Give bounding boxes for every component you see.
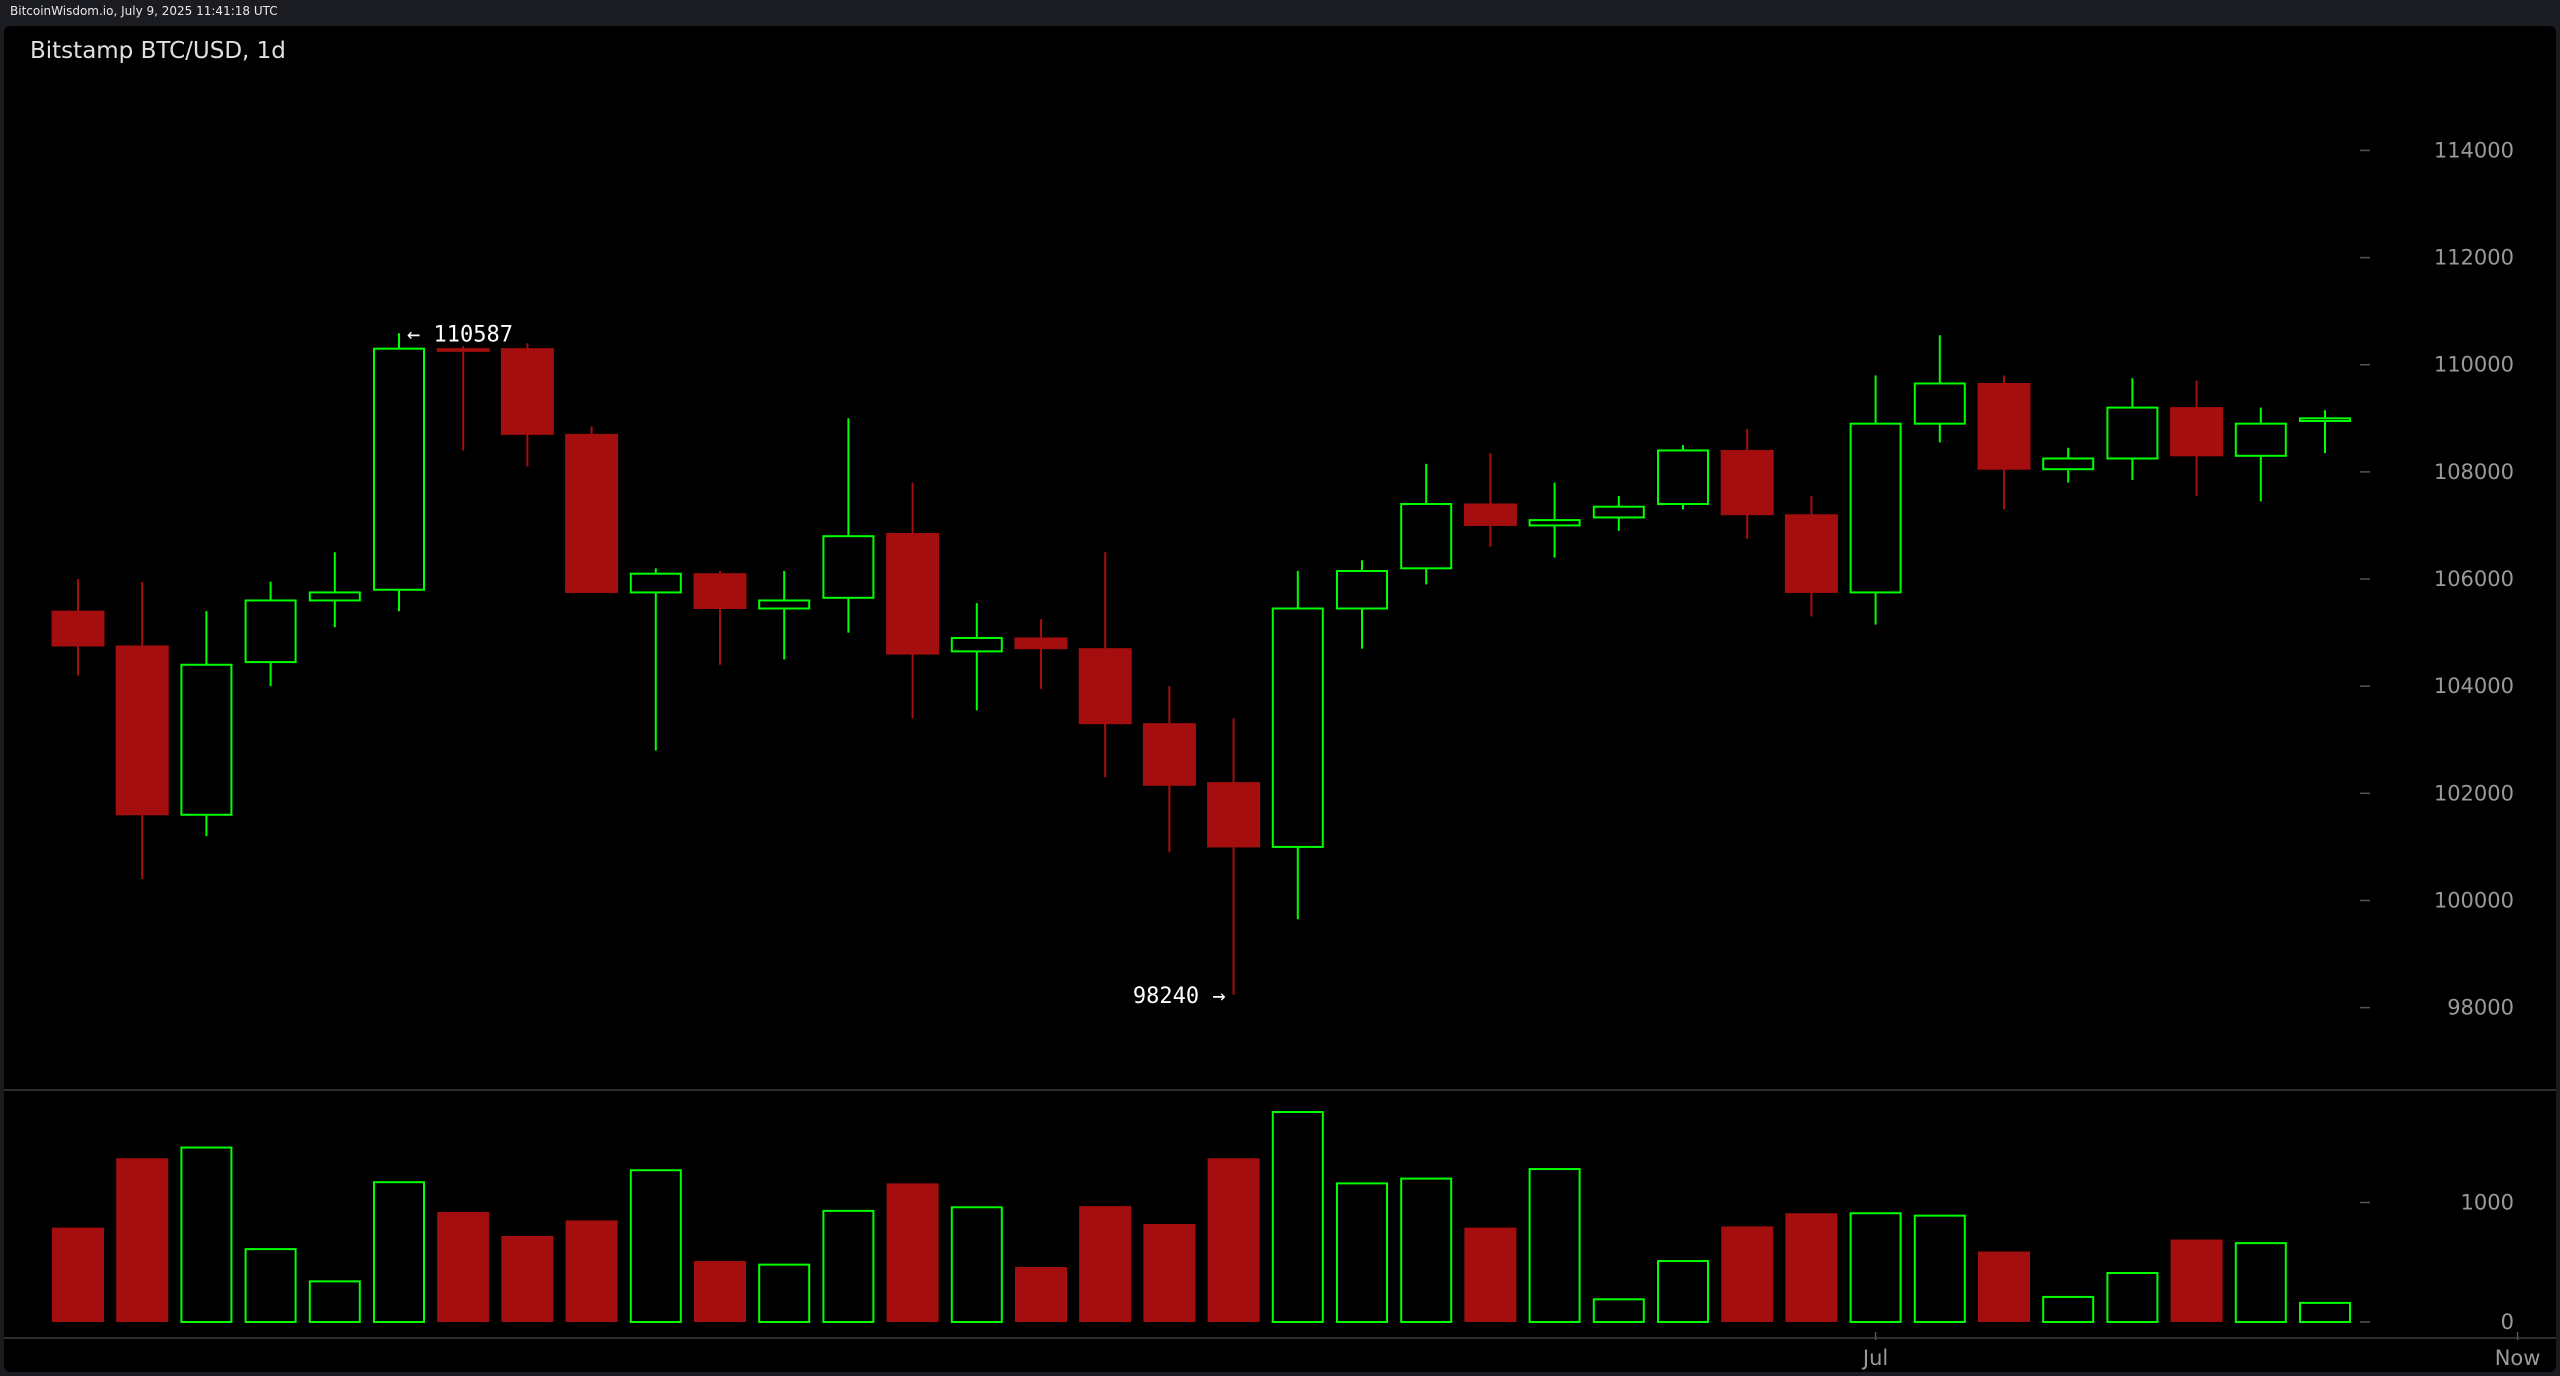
volume-bar-down bbox=[1464, 1227, 1517, 1322]
candle-body-down bbox=[436, 348, 490, 352]
candle-body-up bbox=[950, 636, 1003, 653]
volume-bar-up bbox=[1657, 1260, 1709, 1324]
low-price-label: 98240 → bbox=[1133, 984, 1226, 1009]
volume-bar-down bbox=[1143, 1224, 1196, 1322]
time-tick-label: Jul bbox=[1861, 1346, 1888, 1370]
candle-body-up bbox=[822, 535, 875, 599]
candle-body-up bbox=[1592, 505, 1645, 519]
candle-body-down bbox=[1207, 782, 1261, 848]
candle-body-up bbox=[1528, 519, 1581, 527]
volume-bar-up bbox=[1271, 1111, 1324, 1323]
volume-bar-up bbox=[822, 1209, 875, 1323]
volume-bar-up bbox=[2106, 1272, 2159, 1324]
candle-body-down bbox=[1977, 382, 2031, 470]
candle-body-up bbox=[2234, 422, 2287, 457]
candle-body-up bbox=[2042, 457, 2095, 471]
volume-bar-down bbox=[1721, 1226, 1774, 1322]
price-tick-label: 110000 bbox=[2434, 353, 2514, 377]
volume-bar-down bbox=[1978, 1251, 2030, 1322]
volume-bar-up bbox=[1400, 1177, 1453, 1323]
price-tick-label: 102000 bbox=[2434, 781, 2514, 805]
candle-body-down bbox=[1014, 637, 1068, 650]
volume-bar-up bbox=[1849, 1212, 1902, 1324]
price-tick-label: 98000 bbox=[2447, 996, 2514, 1020]
price-tick-label: 106000 bbox=[2434, 567, 2514, 591]
candle-body-down bbox=[115, 645, 169, 816]
volume-layer bbox=[52, 1111, 2351, 1324]
price-tick-label: 108000 bbox=[2434, 460, 2514, 484]
candle-body-down bbox=[1142, 723, 1196, 786]
volume-bar-up bbox=[373, 1181, 425, 1324]
candle-body-down bbox=[1720, 449, 1774, 516]
volume-bar-up bbox=[244, 1248, 297, 1323]
volume-bar-down bbox=[1015, 1267, 1067, 1322]
top-bar: BitcoinWisdom.io, July 9, 2025 11:41:18 … bbox=[0, 0, 2560, 26]
volume-bar-up bbox=[1592, 1298, 1645, 1324]
volume-bar-down bbox=[886, 1183, 939, 1322]
candle-body-up bbox=[308, 591, 361, 602]
label-layer: 98000 100000 102000 104000 106000 108000 11000… bbox=[407, 138, 2540, 1370]
candle-body-down bbox=[1463, 503, 1517, 526]
candle-body-up bbox=[2106, 406, 2159, 460]
candle-body-down bbox=[500, 348, 554, 435]
candle-body-down bbox=[886, 532, 940, 655]
candle-body-down bbox=[565, 433, 619, 593]
candles-layer bbox=[51, 333, 2351, 995]
volume-bar-down bbox=[1079, 1206, 1132, 1322]
price-tick-label: 112000 bbox=[2434, 246, 2514, 270]
volume-bar-down bbox=[565, 1220, 618, 1322]
volume-bar-up bbox=[950, 1206, 1003, 1324]
candle-body-up bbox=[1271, 607, 1324, 848]
candle-body-down bbox=[1784, 514, 1838, 593]
price-tick-label: 114000 bbox=[2434, 138, 2514, 162]
candle-body-up bbox=[2299, 417, 2351, 422]
high-price-label: ← 110587 bbox=[407, 322, 513, 347]
volume-tick-label: 0 bbox=[2501, 1310, 2514, 1334]
volume-bar-up bbox=[1528, 1168, 1581, 1324]
candle-body-up bbox=[629, 572, 682, 594]
volume-bar-down bbox=[2170, 1239, 2223, 1322]
volume-bar-down bbox=[116, 1158, 169, 1322]
volume-bar-up bbox=[1336, 1182, 1388, 1323]
candle-body-up bbox=[244, 599, 297, 664]
volume-bar-down bbox=[1207, 1158, 1260, 1322]
candle-body-up bbox=[1913, 382, 1966, 425]
chart-svg[interactable]: 98000 100000 102000 104000 106000 108000 11000… bbox=[4, 26, 2556, 1372]
candle-body-up bbox=[1336, 570, 1388, 610]
chart-title: Bitstamp BTC/USD, 1d bbox=[30, 38, 286, 64]
watermark: BitcoinWisdom.io, July 9, 2025 11:41:18 … bbox=[10, 4, 278, 18]
volume-bar-up bbox=[180, 1146, 233, 1324]
volume-bar-up bbox=[758, 1263, 811, 1324]
candle-body-up bbox=[373, 347, 425, 591]
volume-bar-down bbox=[1785, 1213, 1838, 1322]
volume-tick-label: 1000 bbox=[2461, 1191, 2514, 1215]
candle-body-down bbox=[693, 573, 747, 610]
candle-body-down bbox=[51, 610, 105, 647]
candle-body-down bbox=[2170, 407, 2224, 457]
volume-bar-up bbox=[2299, 1301, 2351, 1324]
candle-body-up bbox=[1400, 503, 1453, 570]
price-tick-label: 104000 bbox=[2434, 674, 2514, 698]
volume-bar-down bbox=[437, 1212, 490, 1322]
volume-bar-down bbox=[501, 1235, 554, 1322]
axis-layer bbox=[4, 149, 2556, 1340]
candle-body-up bbox=[1657, 449, 1709, 506]
candle-body-down bbox=[1078, 648, 1132, 725]
volume-bar-down bbox=[52, 1227, 104, 1322]
volume-bar-up bbox=[2234, 1242, 2287, 1324]
volume-bar-up bbox=[1913, 1214, 1966, 1324]
time-tick-label: Now bbox=[2495, 1346, 2541, 1370]
volume-bar-down bbox=[694, 1261, 746, 1322]
candle-body-up bbox=[758, 599, 811, 610]
chart-frame: 98000 100000 102000 104000 106000 108000 11000… bbox=[4, 26, 2556, 1372]
volume-bar-up bbox=[629, 1169, 682, 1323]
candle-body-up bbox=[1849, 422, 1902, 594]
candle-body-up bbox=[180, 663, 233, 816]
volume-bar-up bbox=[308, 1280, 361, 1323]
volume-bar-up bbox=[2042, 1295, 2095, 1324]
price-tick-label: 100000 bbox=[2434, 888, 2514, 912]
